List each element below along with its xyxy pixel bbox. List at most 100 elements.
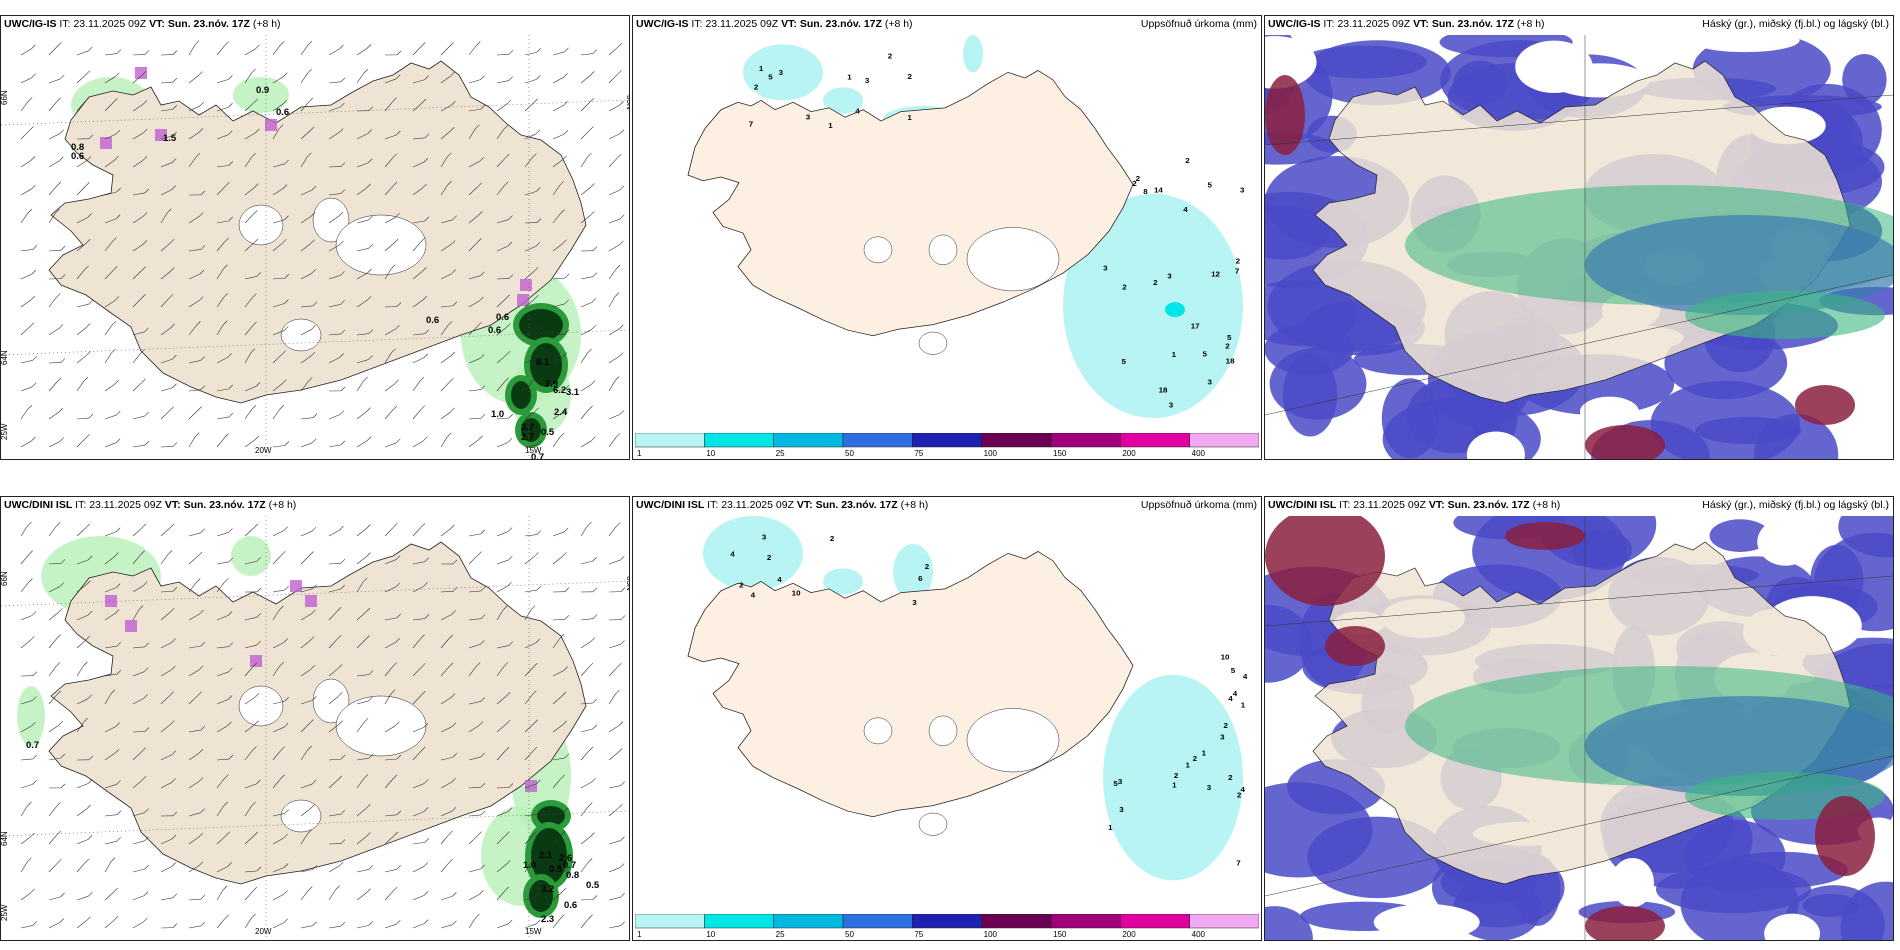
wind-barb — [412, 695, 422, 705]
graticule-label: 66N — [1, 571, 9, 586]
glacier — [918, 331, 948, 355]
wind-barb — [104, 414, 117, 420]
precip-area — [537, 806, 565, 826]
precip-area — [519, 309, 563, 341]
header-it-value: 23.11.2025 09Z — [89, 499, 162, 511]
accum-value: 2 — [1237, 791, 1241, 800]
wind-barb — [244, 750, 253, 761]
wind-barb — [524, 133, 537, 140]
wind-barb — [132, 812, 145, 817]
wind-barb — [412, 299, 424, 308]
header-vt-label: VT: — [164, 499, 181, 511]
wind-barb — [272, 303, 285, 308]
accum-value: 10 — [1221, 653, 1230, 662]
wind-barb — [608, 104, 620, 112]
wind-barb — [104, 76, 116, 84]
wind-barb — [496, 531, 509, 537]
graticule-label: 65N — [625, 95, 629, 110]
wind-barb — [48, 328, 60, 336]
wind-barb — [48, 362, 62, 364]
header-model: UWC/IG-IS — [1268, 18, 1321, 30]
wind-barb — [608, 74, 618, 84]
wind-barb — [104, 531, 117, 537]
precip-value: 0.5 — [549, 864, 563, 875]
accum-value: 5 — [768, 73, 773, 82]
wind-barb — [160, 446, 174, 448]
wind-barb — [524, 723, 534, 733]
wind-barb — [188, 669, 200, 677]
accum-value: 17 — [1191, 322, 1200, 331]
wind-barb — [132, 104, 144, 112]
wind-barb — [384, 134, 397, 140]
colorbar-swatch — [773, 433, 844, 448]
accum-value: 2 — [767, 553, 771, 562]
wind-barb — [188, 613, 200, 621]
wind-barb — [188, 781, 200, 789]
wind-barb — [48, 834, 58, 845]
wind-barb — [104, 891, 115, 901]
clear-sky — [1579, 396, 1639, 427]
wind-barb — [524, 556, 535, 565]
wind-barb — [384, 835, 395, 845]
wind-barb — [328, 275, 341, 280]
wind-barb — [496, 559, 509, 565]
wind-barb — [76, 721, 84, 733]
wind-barb — [132, 192, 145, 196]
wind-barb — [104, 300, 116, 308]
wind-barb — [300, 273, 312, 280]
header-lead: (+8 h) — [268, 499, 297, 511]
wind-barb — [328, 779, 339, 789]
graticule-label: 64N — [1, 350, 9, 365]
wind-barb — [496, 219, 509, 224]
precip-value: 2.3 — [541, 914, 554, 925]
accum-value: 1 — [907, 113, 912, 122]
wind-barb — [552, 133, 565, 140]
wind-barb — [132, 353, 141, 364]
wind-barb — [580, 215, 591, 224]
accum-value: 2 — [908, 72, 912, 81]
wind-barb — [76, 698, 88, 705]
colorbar-tick: 75 — [914, 930, 923, 938]
accum-precip-area — [1165, 302, 1185, 318]
cloud-high-low-overlap — [1585, 425, 1665, 459]
colorbar-tick: 100 — [984, 449, 998, 457]
wind-barb — [20, 48, 32, 56]
wind-barb — [300, 925, 313, 929]
low-cloud — [1802, 893, 1860, 917]
wind-barb — [76, 839, 89, 845]
wind-barb — [132, 444, 145, 448]
colorbar-swatch — [1189, 433, 1259, 448]
wind-barb — [440, 219, 453, 224]
wind-barb — [552, 388, 565, 392]
wind-barb — [244, 835, 255, 845]
forecast-panel-precip-wind: UWC/IG-IS IT: 23.11.2025 09Z VT: Sun. 23… — [0, 15, 630, 460]
wind-barb — [216, 582, 225, 593]
wind-barb — [160, 866, 172, 873]
wind-barb — [468, 215, 479, 224]
accum-value: 7 — [749, 120, 753, 129]
wind-barb — [328, 244, 340, 252]
wind-barb — [496, 666, 505, 677]
wind-barb — [76, 217, 88, 224]
wind-barb — [272, 445, 285, 448]
accum-value: 4 — [1241, 785, 1246, 794]
wind-barb — [608, 189, 621, 196]
forecast-panel-cloud: UWC/IG-IS IT: 23.11.2025 09Z VT: Sun. 23… — [1264, 15, 1894, 460]
wind-barb — [468, 326, 478, 336]
wind-barb — [300, 417, 313, 420]
glacier — [966, 708, 1060, 773]
header-it-value: 23.11.2025 09Z — [1337, 18, 1411, 30]
panel-header: UWC/DINI ISL IT: 23.11.2025 09Z VT: Sun.… — [1268, 499, 1560, 511]
accum-value: 8 — [1143, 187, 1148, 196]
wind-barb — [132, 74, 143, 84]
wind-barb — [328, 529, 340, 537]
wind-barb — [552, 277, 565, 280]
wind-barb — [328, 81, 341, 84]
wind-barb — [48, 526, 57, 537]
wind-barb — [300, 305, 313, 308]
colorbar-tick: 150 — [1053, 449, 1067, 457]
wind-barb — [580, 918, 589, 929]
colorbar-tick: 1 — [637, 449, 642, 457]
snow-area — [305, 595, 317, 607]
wind-barb — [272, 243, 283, 252]
